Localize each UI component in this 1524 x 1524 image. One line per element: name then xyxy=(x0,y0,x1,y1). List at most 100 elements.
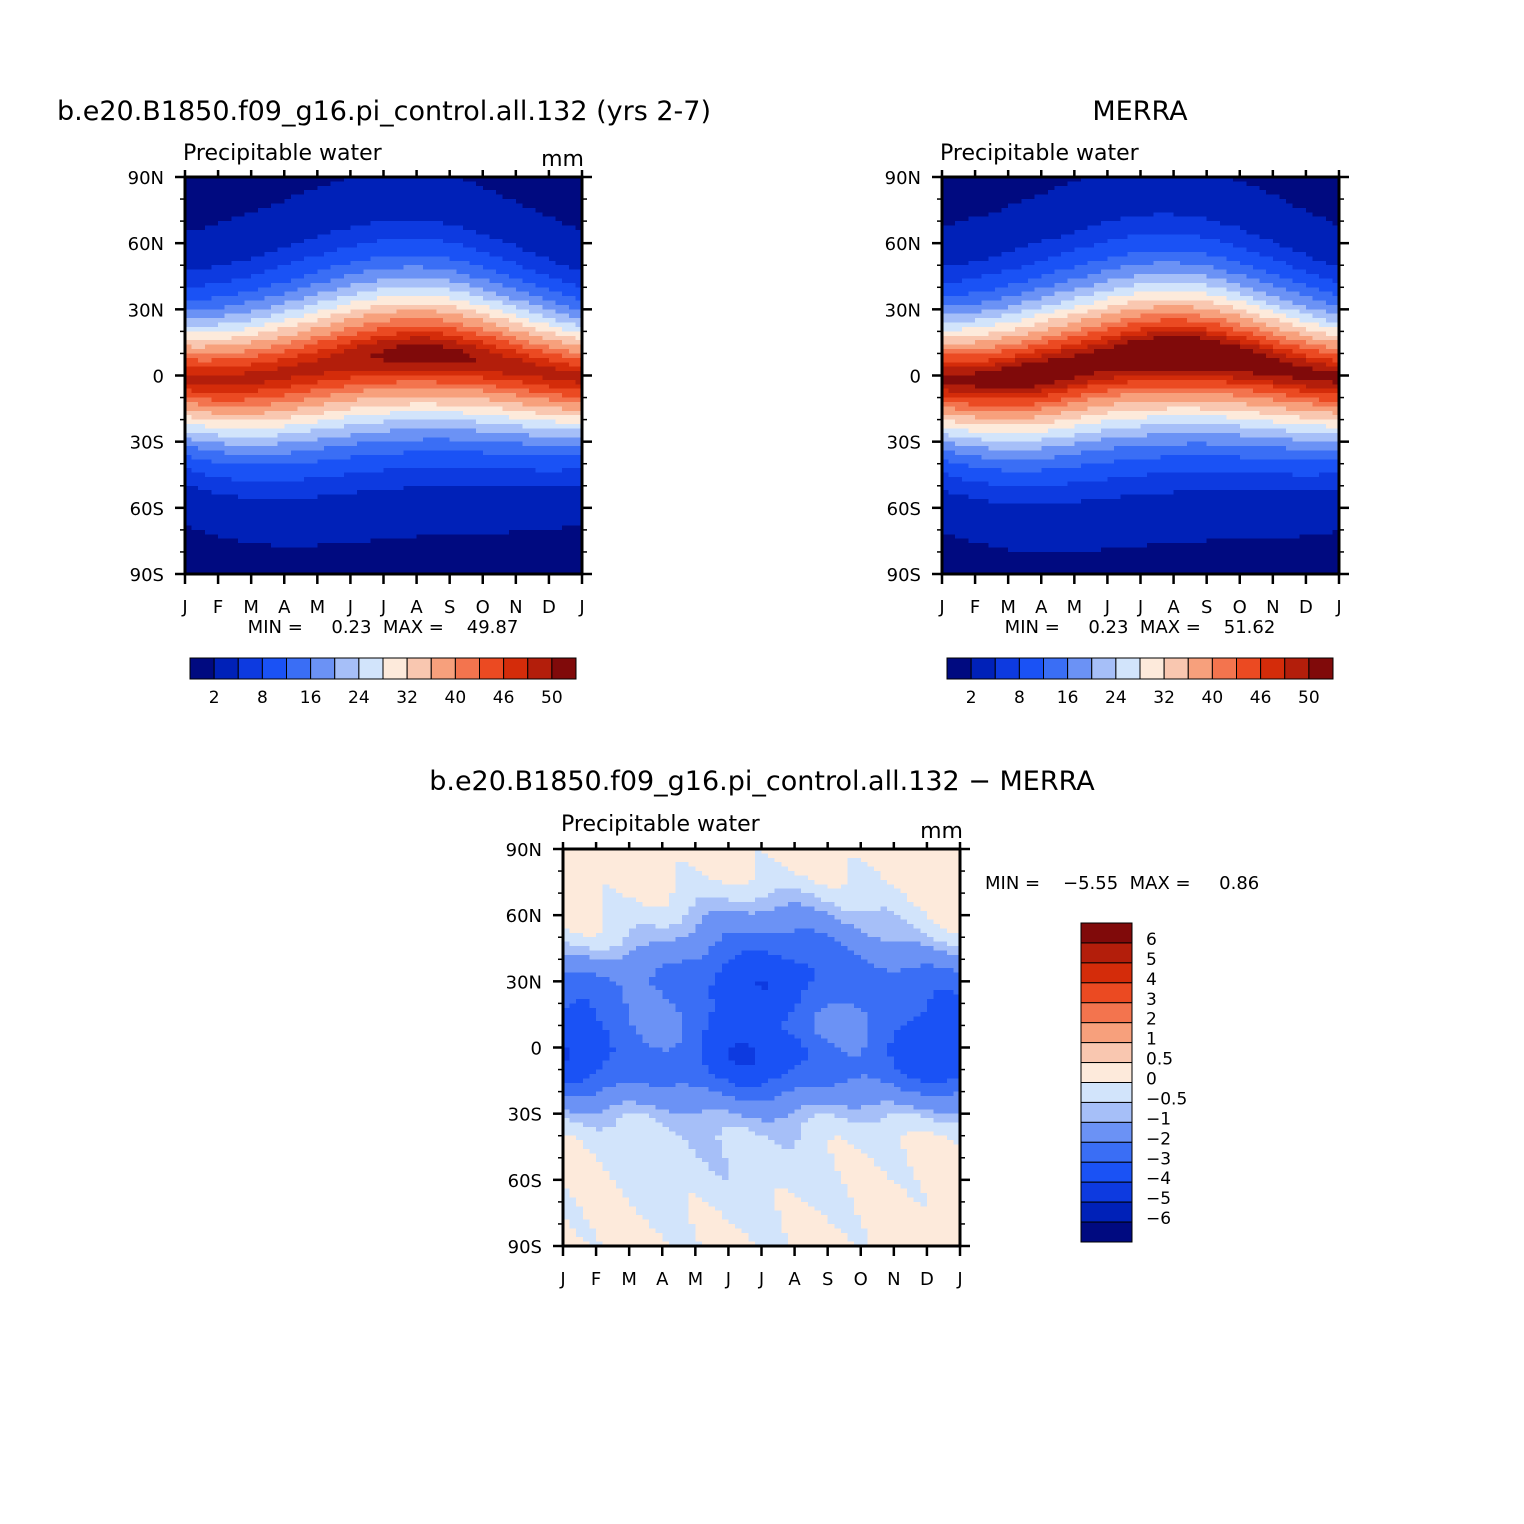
field-cell xyxy=(509,428,517,434)
field-cell xyxy=(548,278,557,284)
field-cell xyxy=(323,490,332,496)
field-cell xyxy=(495,481,504,487)
field-cell xyxy=(191,291,199,297)
field-cell xyxy=(310,282,318,288)
field-cell xyxy=(244,331,252,337)
field-cell xyxy=(522,181,530,187)
field-cell xyxy=(198,362,206,368)
field-cell xyxy=(224,388,232,394)
field-cell xyxy=(462,401,471,407)
field-cell xyxy=(357,525,365,531)
field-cell xyxy=(237,216,246,222)
field-cell xyxy=(343,490,352,496)
field-cell xyxy=(575,468,583,474)
field-cell xyxy=(515,335,524,341)
field-cell xyxy=(211,207,219,213)
field-cell xyxy=(476,234,484,240)
field-cell xyxy=(211,199,219,205)
field-cell xyxy=(191,476,199,482)
field-cell xyxy=(522,388,530,394)
field-cell xyxy=(555,379,563,385)
field-cell xyxy=(317,300,325,306)
field-cell xyxy=(469,291,477,297)
field-cell xyxy=(244,335,252,341)
field-cell xyxy=(323,278,332,284)
field-cell xyxy=(224,366,232,372)
field-cell xyxy=(264,516,272,522)
field-cell xyxy=(482,384,490,390)
field-cell xyxy=(370,331,378,337)
field-cell xyxy=(310,494,318,500)
field-cell xyxy=(462,397,471,403)
field-cell xyxy=(542,415,550,421)
field-cell xyxy=(204,216,213,222)
field-cell xyxy=(542,406,550,412)
field-cell xyxy=(542,525,550,531)
field-cell xyxy=(271,243,279,249)
field-cell xyxy=(416,335,424,341)
field-cell xyxy=(436,300,444,306)
field-cell xyxy=(218,366,226,372)
field-cell xyxy=(469,441,477,447)
field-cell xyxy=(277,406,285,412)
field-cell xyxy=(469,194,477,200)
field-cell xyxy=(562,375,570,381)
field-cell xyxy=(343,454,352,460)
field-cell xyxy=(185,234,193,240)
field-cell xyxy=(542,221,550,227)
field-cell xyxy=(271,406,279,412)
field-cell xyxy=(575,278,583,284)
field-cell xyxy=(231,243,239,249)
field-cell xyxy=(343,503,352,509)
field-cell xyxy=(330,247,338,253)
field-cell xyxy=(429,507,438,513)
field-cell xyxy=(231,371,239,377)
field-cell xyxy=(211,304,219,310)
field-cell xyxy=(416,296,424,302)
field-cell xyxy=(456,503,464,509)
field-cell xyxy=(403,459,411,465)
field-cell xyxy=(244,384,252,390)
field-cell xyxy=(277,309,285,315)
field-cell xyxy=(271,256,279,262)
field-cell xyxy=(264,309,272,315)
field-cell xyxy=(350,507,358,513)
field-cell xyxy=(429,194,438,200)
field-cell xyxy=(416,234,424,240)
field-cell xyxy=(449,357,457,363)
field-cell xyxy=(515,428,524,434)
field-cell xyxy=(568,251,576,257)
field-cell xyxy=(357,322,365,328)
field-cell xyxy=(357,397,365,403)
field-cell xyxy=(224,207,232,213)
field-cell xyxy=(224,432,232,438)
field-cell xyxy=(529,481,537,487)
field-cell xyxy=(204,463,213,469)
field-cell xyxy=(231,410,239,416)
field-cell xyxy=(284,397,292,403)
field-cell xyxy=(502,476,510,482)
field-cell xyxy=(290,313,299,319)
field-cell xyxy=(383,349,391,355)
field-cell xyxy=(237,238,246,244)
field-cell xyxy=(416,450,424,456)
field-cell xyxy=(330,326,338,332)
field-cell xyxy=(476,207,484,213)
field-cell xyxy=(562,388,570,394)
field-cell xyxy=(191,229,199,235)
field-cell xyxy=(370,229,378,235)
field-cell xyxy=(297,459,305,465)
field-cell xyxy=(191,366,199,372)
field-cell xyxy=(231,357,239,363)
field-cell xyxy=(251,432,259,438)
field-cell xyxy=(429,247,438,253)
field-cell xyxy=(323,322,332,328)
field-cell xyxy=(310,247,318,253)
field-cell xyxy=(542,424,550,430)
field-cell xyxy=(416,538,424,544)
field-cell xyxy=(350,516,358,522)
field-cell xyxy=(244,265,252,271)
field-cell xyxy=(211,424,219,430)
field-cell xyxy=(502,415,510,421)
field-cell xyxy=(509,260,517,266)
